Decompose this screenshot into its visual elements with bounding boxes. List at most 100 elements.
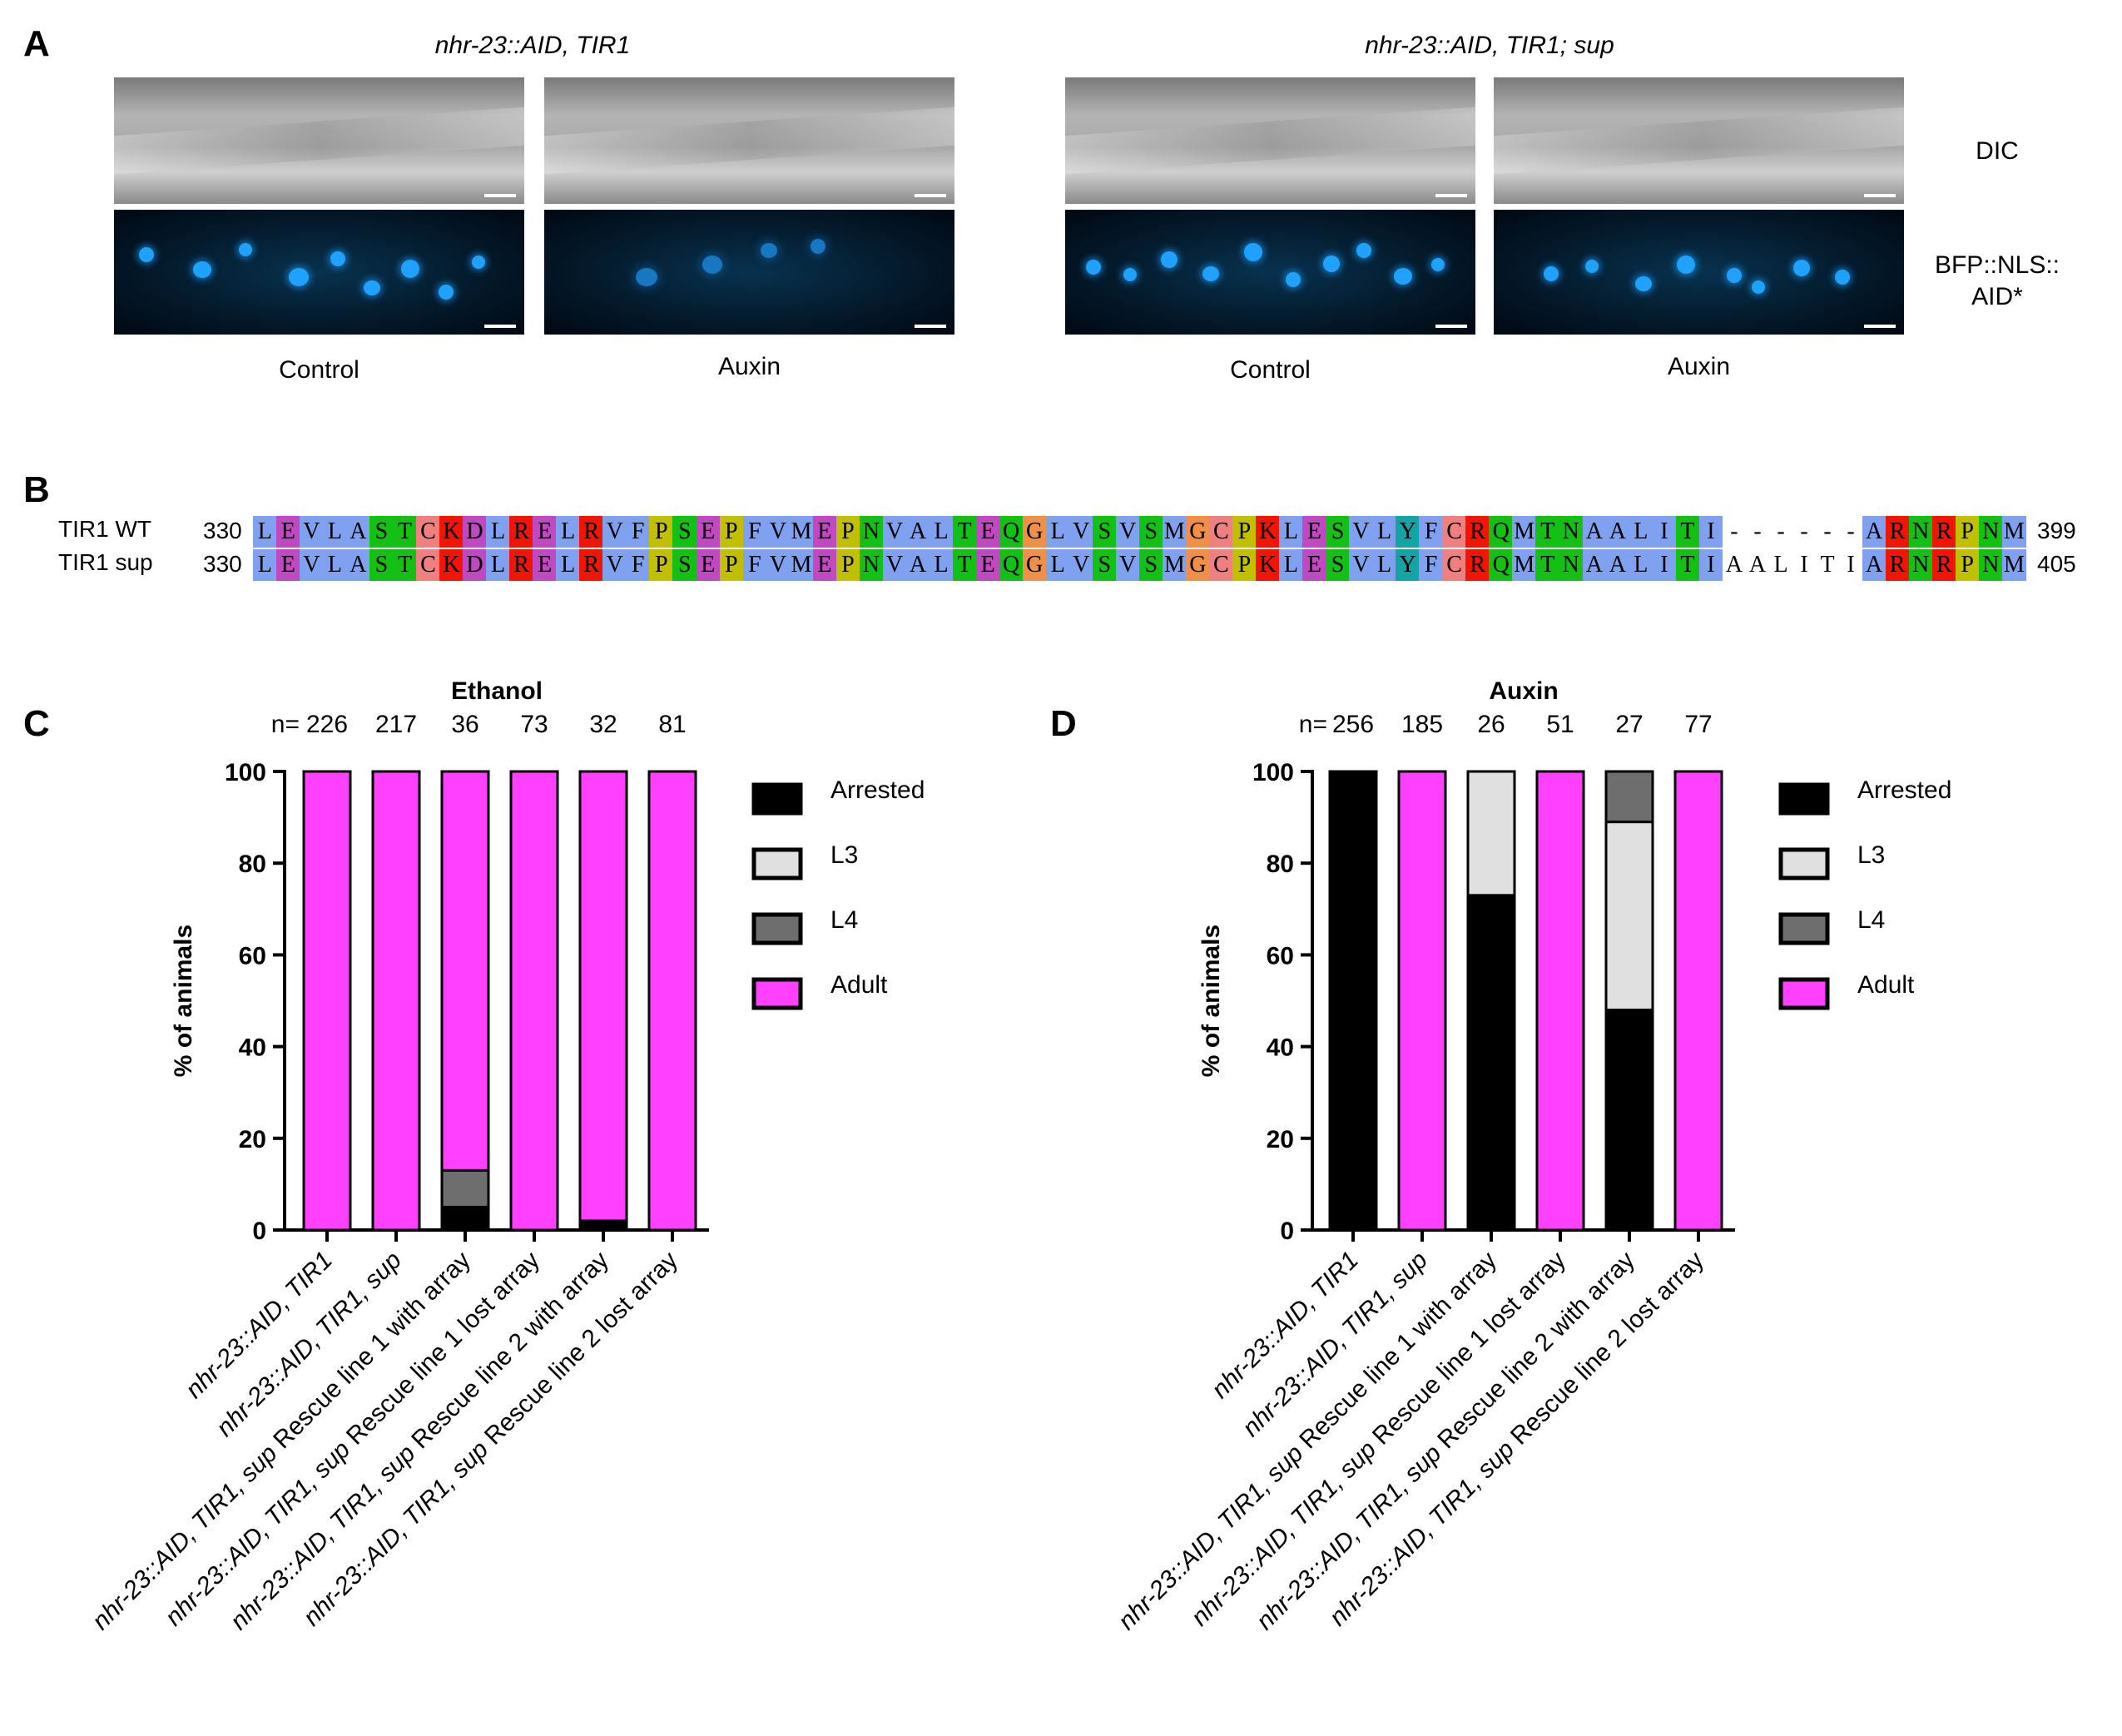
residue-R: R <box>1885 549 1910 581</box>
n-count-label: 81 <box>658 711 686 738</box>
residue-A: A <box>1725 552 1743 578</box>
residue-S: S <box>672 516 697 548</box>
residue-A: A <box>346 549 370 581</box>
legend-swatch-l3 <box>1778 847 1830 880</box>
residue-T: T <box>952 549 977 581</box>
residue-P: P <box>649 516 674 548</box>
dic-micrograph-control-2 <box>1065 77 1475 204</box>
residue-V: V <box>882 549 907 581</box>
residue-A: A <box>905 516 930 548</box>
residue-A: A <box>1582 549 1607 581</box>
residue-P: P <box>719 516 744 548</box>
y-axis-label: % of animals <box>170 925 197 1077</box>
seq-start-sup: 330 <box>203 551 242 577</box>
residue-D: D <box>463 516 487 548</box>
legend-label: L4 <box>830 906 858 934</box>
bar-segment-adult <box>1535 770 1585 1232</box>
bfp-micrograph-control-2 <box>1065 210 1475 335</box>
residue-P: P <box>835 549 860 581</box>
residue-G: G <box>1022 516 1047 548</box>
residue-V: V <box>1115 516 1140 548</box>
bar-segment-arrested <box>440 1205 490 1232</box>
n-count-label: 185 <box>1401 711 1443 738</box>
n-count-label: 32 <box>589 711 617 738</box>
residue-I: I <box>1698 516 1723 548</box>
residue-L: L <box>323 516 347 548</box>
legend-swatch-adult <box>751 977 803 1010</box>
residue-G: G <box>1186 516 1210 548</box>
residue-C: C <box>1442 516 1466 548</box>
n-count-label: 26 <box>1477 711 1505 738</box>
residue-R: R <box>1931 549 1956 581</box>
residue-R: R <box>579 549 603 581</box>
residue-V: V <box>1349 516 1373 548</box>
residue-F: F <box>1419 549 1443 581</box>
residue-S: S <box>1092 549 1117 581</box>
residue-M: M <box>1512 516 1537 548</box>
bar-segment-arrested <box>1466 894 1516 1232</box>
residue-T: T <box>1820 552 1835 578</box>
residue-T: T <box>952 516 977 548</box>
residue-F: F <box>626 516 651 548</box>
residue-Q: Q <box>1489 549 1514 581</box>
residue-I: I <box>1800 552 1808 578</box>
panel-letter-a: A <box>23 23 50 64</box>
residue-P: P <box>719 549 744 581</box>
residue-V: V <box>882 516 907 548</box>
residue-K: K <box>1256 549 1280 581</box>
residue-C: C <box>1209 516 1233 548</box>
residue-T: T <box>1535 516 1560 548</box>
residue-S: S <box>369 549 394 581</box>
residue-S: S <box>1326 516 1350 548</box>
dic-micrograph-auxin-1 <box>544 77 954 204</box>
residue-V: V <box>1068 516 1093 548</box>
residue-E: E <box>696 516 721 548</box>
residue-V: V <box>300 516 324 548</box>
residue-R: R <box>509 516 533 548</box>
residue-A: A <box>1862 549 1886 581</box>
condition-label-auxin-2: Auxin <box>1667 353 1731 380</box>
residue-S: S <box>1326 549 1350 581</box>
residue-Q: Q <box>1489 516 1514 548</box>
residue-T: T <box>1675 516 1700 548</box>
n-count-label: 51 <box>1546 711 1574 738</box>
residue-gap: - <box>1730 518 1738 544</box>
residue-E: E <box>975 516 1000 548</box>
residue-N: N <box>1908 516 1933 548</box>
residue-N: N <box>1978 549 2003 581</box>
residue-V: V <box>602 516 627 548</box>
bfp-micrograph-control-1 <box>114 210 524 335</box>
residue-R: R <box>579 516 603 548</box>
residue-L: L <box>1629 549 1653 581</box>
residue-P: P <box>1955 516 1980 548</box>
y-axis-label: % of animals <box>1197 925 1225 1077</box>
residue-L: L <box>1372 516 1396 548</box>
residue-D: D <box>463 549 487 581</box>
y-tick-label: 0 <box>252 1218 266 1245</box>
residue-K: K <box>439 516 464 548</box>
residue-A: A <box>1862 516 1886 548</box>
residue-L: L <box>253 549 277 581</box>
residue-E: E <box>1302 549 1326 581</box>
bar-segment-l4 <box>1604 770 1654 824</box>
residue-E: E <box>975 549 1000 581</box>
n-count-label: 36 <box>451 711 478 738</box>
bar-segment-adult <box>578 770 628 1223</box>
residue-L: L <box>486 516 510 548</box>
residue-gap: - <box>1847 518 1855 544</box>
residue-M: M <box>2001 549 2026 581</box>
residue-T: T <box>393 549 417 581</box>
n-prefix-label: n= <box>271 711 300 738</box>
seq-name-wt: TIR1 WT <box>58 516 151 542</box>
residue-K: K <box>439 549 464 581</box>
condition-label-control-1: Control <box>279 356 359 384</box>
residue-V: V <box>766 549 791 581</box>
residue-T: T <box>393 516 417 548</box>
residue-V: V <box>602 549 627 581</box>
residue-R: R <box>1885 516 1910 548</box>
residue-R: R <box>1931 516 1956 548</box>
bfp-micrograph-auxin-2 <box>1494 210 1904 335</box>
residue-G: G <box>1186 549 1210 581</box>
residue-E: E <box>812 549 837 581</box>
bar-segment-adult <box>302 770 352 1232</box>
